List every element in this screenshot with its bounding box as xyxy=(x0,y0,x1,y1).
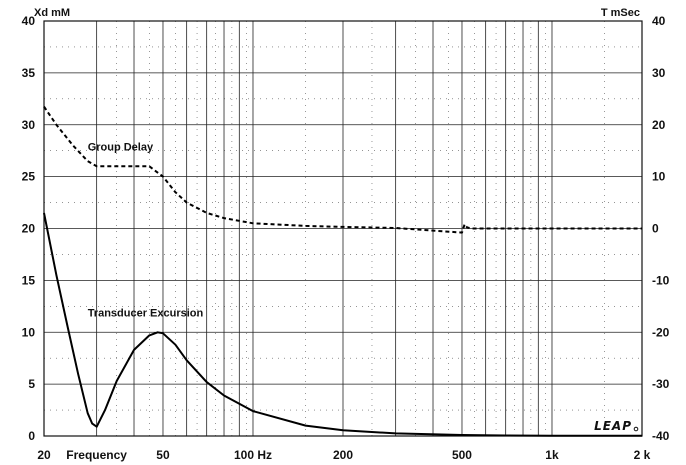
left-tick-label: 5 xyxy=(28,377,35,391)
right-tick-label: 30 xyxy=(652,66,666,80)
left-tick-label: 40 xyxy=(22,14,36,28)
logo-dot-icon xyxy=(633,426,639,432)
left-tick-label: 30 xyxy=(22,118,36,132)
series-label-group-delay: Group Delay xyxy=(88,142,154,154)
tick-labels: 0 5 10 15 20 25 30 35 40 -40 -30 -20 -10 0 10 20 30 40 20 5… xyxy=(22,14,670,462)
right-tick-label: 0 xyxy=(652,222,659,236)
right-tick-label: -20 xyxy=(652,325,670,339)
right-axis-label: T mSec xyxy=(601,7,640,19)
x-tick-label: 2 k xyxy=(634,448,651,462)
x-axis-caption: Frequency xyxy=(66,448,127,462)
x-tick-label: 100 Hz xyxy=(234,448,272,462)
left-tick-label: 0 xyxy=(28,429,35,443)
left-axis-label: Xd mM xyxy=(34,7,70,19)
right-tick-label: 40 xyxy=(652,14,666,28)
x-tick-label: 500 xyxy=(452,448,472,462)
series-line-transducer-excursion xyxy=(43,212,643,437)
series-layer xyxy=(43,106,643,437)
x-tick-label: 200 xyxy=(333,448,353,462)
right-tick-label: 10 xyxy=(652,170,666,184)
left-tick-label: 25 xyxy=(22,170,36,184)
right-tick-label: -10 xyxy=(652,273,670,287)
left-tick-label: 35 xyxy=(22,66,36,80)
series-label-transducer-excursion: Transducer Excursion xyxy=(88,308,204,320)
right-tick-label: 20 xyxy=(652,118,666,132)
leap-logo: LEAP xyxy=(594,419,639,433)
x-tick-label: 1k xyxy=(545,448,559,462)
x-tick-label: 20 xyxy=(37,448,51,462)
right-tick-label: -30 xyxy=(652,377,670,391)
left-tick-label: 15 xyxy=(22,273,36,287)
series-line-group-delay xyxy=(43,106,642,234)
leap-logo-text: LEAP xyxy=(594,419,632,433)
x-tick-label: 50 xyxy=(156,448,170,462)
left-tick-label: 10 xyxy=(22,325,36,339)
left-tick-label: 20 xyxy=(22,222,36,236)
right-tick-label: -40 xyxy=(652,429,670,443)
